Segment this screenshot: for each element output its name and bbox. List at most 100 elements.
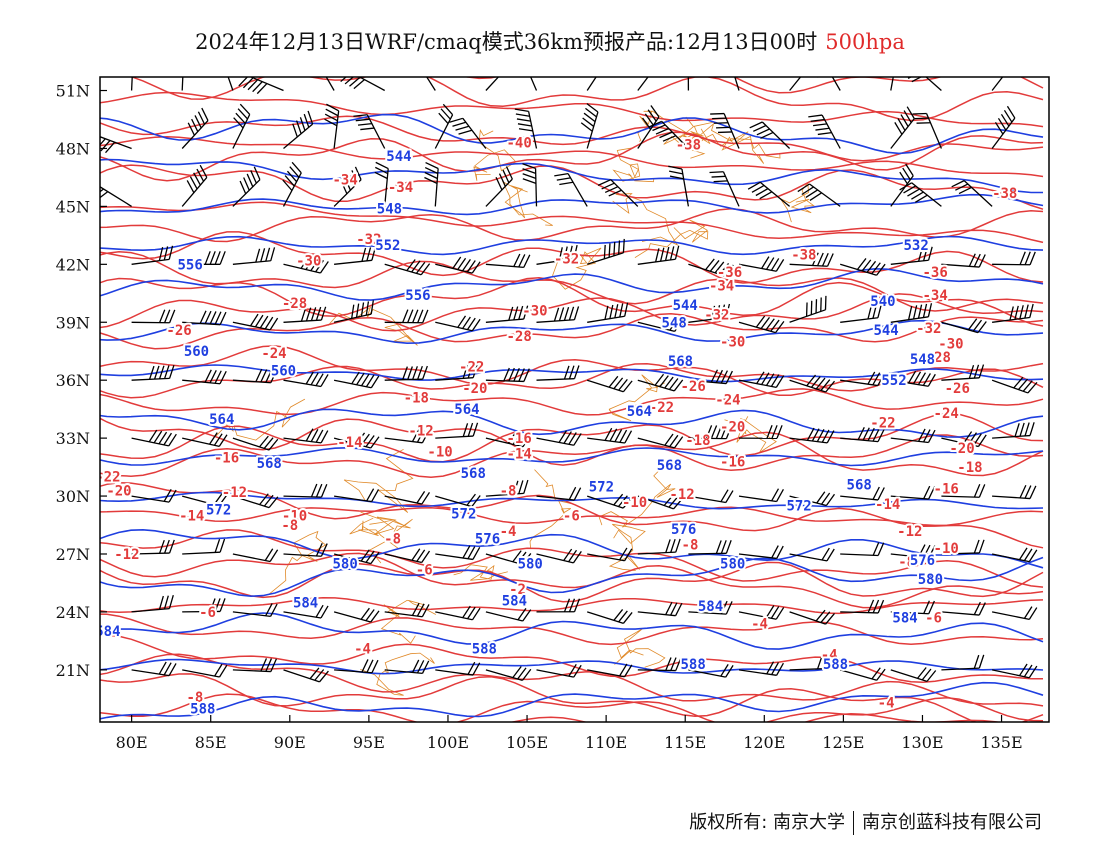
temperature-isotherm	[100, 388, 1044, 416]
province-border	[693, 121, 765, 164]
temperature-label: -32	[554, 252, 579, 268]
wind-barb	[283, 306, 327, 323]
temperature-isotherm	[509, 713, 1003, 722]
temperature-isotherm	[95, 747, 1043, 793]
temperature-isotherm	[100, 434, 1044, 478]
temperature-label: -6	[199, 605, 216, 621]
wind-barb	[384, 490, 431, 505]
height-contour	[100, 408, 1044, 438]
height-label: 588	[472, 642, 497, 658]
province-border	[268, 530, 327, 595]
wind-barb	[181, 77, 185, 91]
temperature-label: -16	[720, 454, 745, 470]
contour-labels: -40 -38-34 -34 -38-32-30 -32 -38-36 -36-34-34-…	[100, 134, 1019, 720]
wind-barb	[991, 547, 1038, 563]
height-label: 576	[671, 522, 696, 538]
height-label: 584	[502, 593, 527, 609]
y-tick-label: 51N	[56, 82, 90, 101]
height-label: 552	[375, 238, 400, 254]
wind-barb	[688, 303, 731, 323]
temperature-isotherm	[100, 91, 1044, 128]
wind-barb	[587, 547, 633, 562]
temperature-label: -36	[717, 265, 742, 281]
height-label: 568	[847, 477, 872, 493]
province-borders	[215, 110, 815, 696]
wind-barb	[324, 103, 340, 149]
height-label: 560	[184, 344, 209, 360]
temperature-isotherm	[100, 293, 1044, 332]
wind-barb	[333, 607, 380, 623]
wind-barb	[941, 431, 987, 448]
y-tick-label: 33N	[56, 429, 90, 448]
temperature-isotherm	[100, 634, 1043, 683]
wind-barb	[991, 663, 1038, 679]
map-title-main: 2024年12月13日WRF/cmaq模式36km预报产品:12月13日00时	[195, 30, 818, 54]
wind-barb	[384, 602, 430, 618]
wind-barb	[992, 422, 1035, 439]
wind-barb	[333, 300, 374, 323]
temperature-label: -18	[404, 391, 429, 407]
wind-barb	[580, 103, 599, 149]
wind-barb	[485, 367, 530, 383]
height-label: 544	[873, 323, 898, 339]
wind-barb	[333, 549, 380, 565]
temperature-label: -4	[500, 524, 517, 540]
wind-barb	[384, 259, 431, 276]
temperature-label: -30	[720, 335, 745, 351]
temperature-label: -30	[296, 253, 321, 269]
x-tick-label: 125E	[822, 733, 864, 752]
temperature-isotherm	[100, 482, 1044, 549]
height-label: 576	[475, 532, 500, 548]
height-label: 580	[918, 572, 943, 588]
map-title: 2024年12月13日WRF/cmaq模式36km预报产品:12月13日00时 5…	[0, 26, 1100, 56]
wind-barb	[840, 542, 885, 557]
wind-barb	[314, 77, 335, 91]
height-label: 568	[657, 458, 682, 474]
wind-barb	[890, 485, 936, 500]
wind-barb	[941, 654, 985, 671]
wind-barb	[688, 489, 734, 504]
temperature-label: -14	[506, 447, 531, 463]
y-tick-label: 24N	[56, 603, 90, 622]
wind-barb	[587, 375, 633, 393]
wind-barb	[131, 364, 175, 381]
province-border	[360, 511, 413, 535]
footer-separator	[853, 811, 854, 835]
temperature-label: -4	[751, 617, 768, 633]
wind-barb	[283, 543, 328, 557]
temperature-label: -4	[354, 642, 371, 658]
pressure-level-label: 500hpa	[825, 30, 905, 54]
wind-barb	[232, 166, 261, 207]
wind-barb	[587, 663, 633, 678]
wind-barb	[333, 166, 362, 207]
temperature-label: -32	[356, 232, 381, 248]
wind-barb	[688, 425, 733, 440]
wind-barb	[384, 365, 428, 381]
temperature-label: -6	[416, 562, 433, 578]
wind-barb	[840, 486, 885, 501]
wind-barb	[817, 77, 841, 91]
height-label: 568	[257, 456, 282, 472]
x-tick-label: 110E	[585, 733, 627, 752]
height-label: 552	[881, 373, 906, 389]
temperature-label: -20	[106, 483, 131, 499]
temperature-isotherm	[100, 131, 1044, 182]
wind-barb	[283, 483, 328, 498]
wind-barb	[435, 493, 481, 508]
wind-barb	[232, 313, 279, 331]
wind-barb	[536, 306, 580, 323]
wind-barb	[131, 661, 177, 677]
temperature-label: -18	[685, 433, 710, 449]
wind-barb	[485, 550, 532, 566]
wind-barb	[991, 77, 1016, 91]
temperature-label: -6	[925, 611, 942, 627]
x-tick-label: 135E	[980, 733, 1022, 752]
temperature-isotherm	[100, 506, 1044, 527]
wind-barb	[554, 172, 588, 207]
wind-barb	[131, 539, 175, 555]
temperature-label: -34	[333, 172, 358, 188]
height-label: 564	[454, 402, 479, 418]
wind-barb	[688, 369, 733, 385]
wind-barb	[384, 428, 430, 444]
temperature-label: -10	[282, 508, 307, 524]
